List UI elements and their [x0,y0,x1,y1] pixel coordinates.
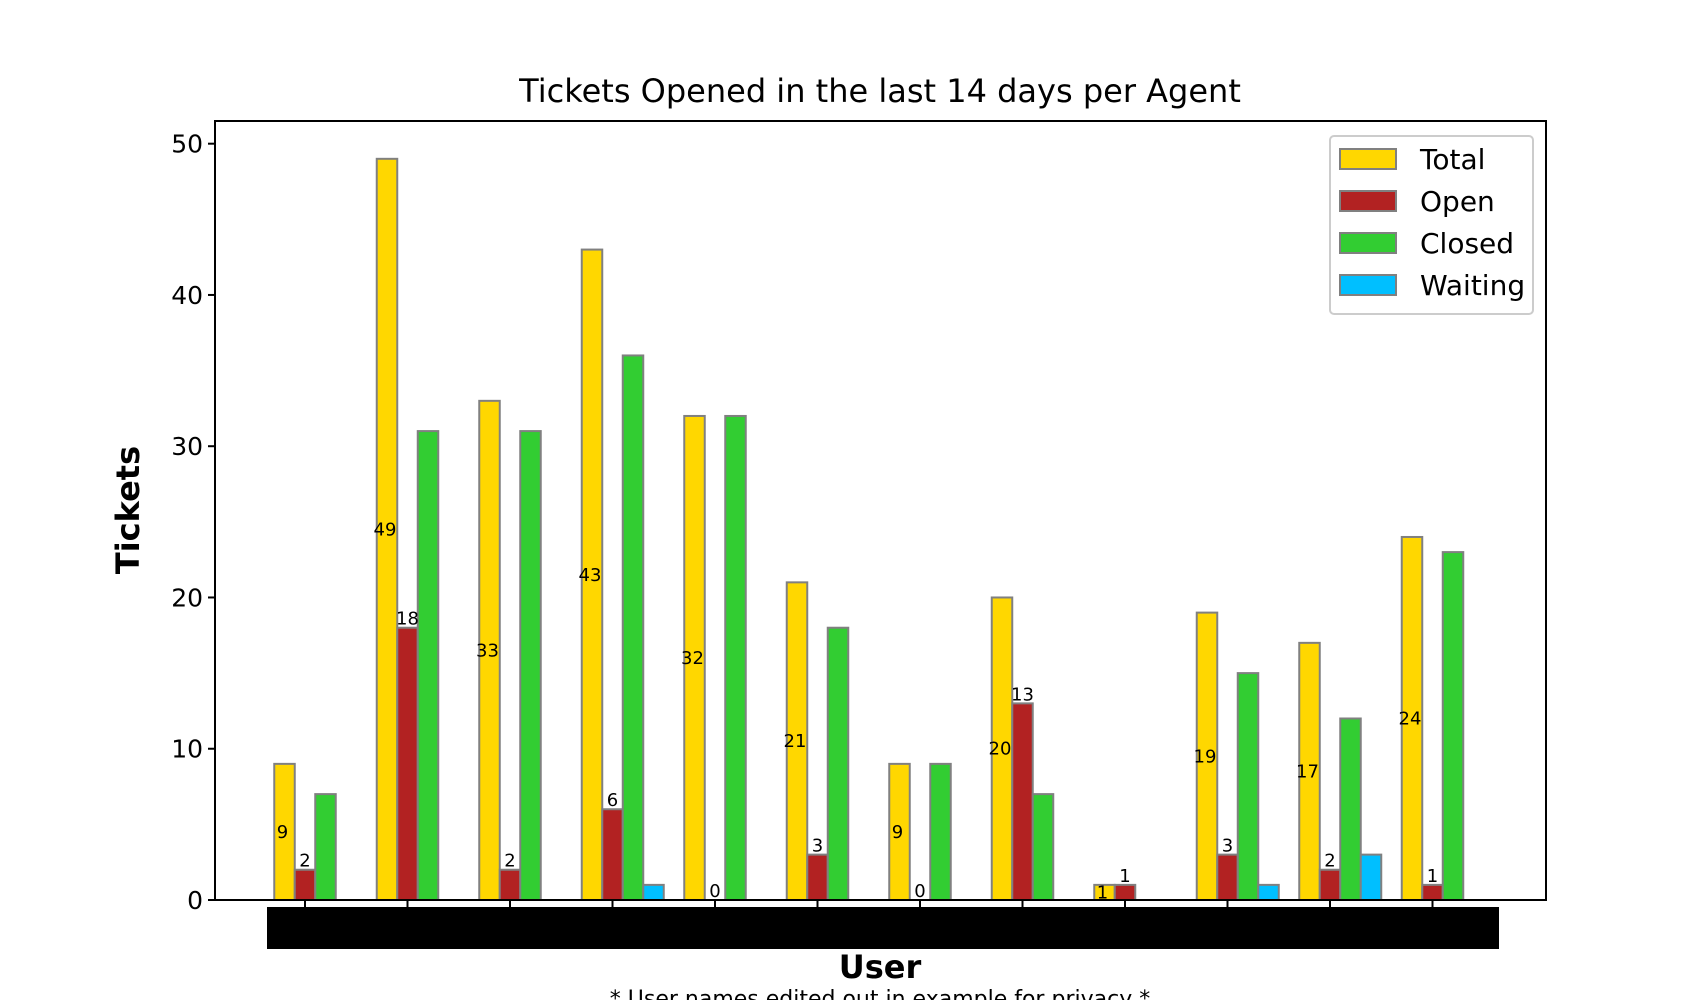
data-label-open-9: 1 [1119,866,1130,887]
data-label-total-10: 19 [1194,746,1217,767]
bar-open-8 [1011,702,1034,902]
y-axis: 0 10 20 30 40 50 [171,130,215,915]
redacted-user-names [267,907,1499,949]
bar-closed-6 [826,626,850,901]
bar-waiting-10 [1257,883,1280,901]
data-label-total-9: 1 [1097,882,1108,903]
data-label-open-3: 2 [504,851,515,872]
data-label-open-4: 6 [607,790,618,811]
legend-label-total: Total [1419,143,1485,176]
legend-swatch-closed [1339,232,1397,254]
legend-label-waiting: Waiting [1420,269,1525,302]
data-label-total-1: 9 [277,822,288,843]
bar-open-12 [1421,883,1444,901]
bar-waiting-4 [642,883,665,901]
bar-open-3 [498,868,522,901]
chart-title: Tickets Opened in the last 14 days per A… [518,72,1241,110]
legend-box [1329,135,1534,315]
data-label-total-8: 20 [989,739,1012,760]
bar-closed-5 [724,414,747,901]
privacy-footnote: * User names edited out in example for p… [610,987,1150,1000]
bar-open-2 [396,626,419,901]
y-tick-label-40: 40 [171,281,203,310]
legend-swatch-total [1339,148,1397,170]
data-label-open-5: 0 [709,881,720,902]
bar-closed-1 [314,793,337,902]
data-label-open-12: 1 [1427,866,1438,887]
bar-waiting-11 [1359,853,1383,901]
data-label-open-10: 3 [1222,836,1233,857]
bar-closed-3 [519,430,542,901]
data-label-open-11: 2 [1324,851,1335,872]
data-label-total-11: 17 [1296,761,1319,782]
bar-closed-12 [1441,551,1465,902]
x-axis [304,900,1434,907]
data-label-total-5: 32 [681,648,704,669]
data-label-total-12: 24 [1399,708,1422,729]
y-tick-label-20: 20 [171,583,203,612]
data-label-total-6: 21 [784,731,807,752]
bar-closed-8 [1031,793,1055,902]
bar-closed-11 [1339,717,1362,901]
y-tick-label-10: 10 [171,735,203,764]
plot-area-frame [214,120,1547,901]
bar-open-9 [1113,883,1137,901]
data-label-total-7: 9 [892,822,903,843]
legend-swatch-open [1339,190,1397,212]
y-axis-label: Tickets [109,446,147,574]
legend-label-open: Open [1420,185,1495,218]
bars-layer [273,157,1465,902]
data-label-open-7: 0 [914,881,925,902]
bar-open-1 [293,868,317,901]
bar-open-10 [1216,853,1239,901]
y-tick-label-0: 0 [187,886,203,915]
bar-open-11 [1318,868,1342,901]
y-tick-label-30: 30 [171,432,203,461]
data-label-open-8: 13 [1011,684,1034,705]
data-label-open-1: 2 [299,851,310,872]
chart-legend: Total Open Closed Waiting [1329,135,1534,315]
legend-swatch-waiting [1339,274,1397,296]
x-axis-label: User [839,948,922,986]
bar-open-6 [806,853,829,901]
bar-closed-7 [929,762,952,901]
legend-label-closed: Closed [1420,227,1514,260]
bar-open-4 [601,808,624,902]
y-tick-label-50: 50 [171,130,203,159]
bar-closed-4 [621,354,645,901]
bar-closed-10 [1236,672,1260,902]
data-label-open-2: 18 [396,609,419,630]
data-label-total-4: 43 [579,565,602,586]
data-label-total-2: 49 [374,519,397,540]
data-label-open-6: 3 [812,836,823,857]
data-label-total-3: 33 [476,640,499,661]
bar-closed-2 [416,430,440,901]
